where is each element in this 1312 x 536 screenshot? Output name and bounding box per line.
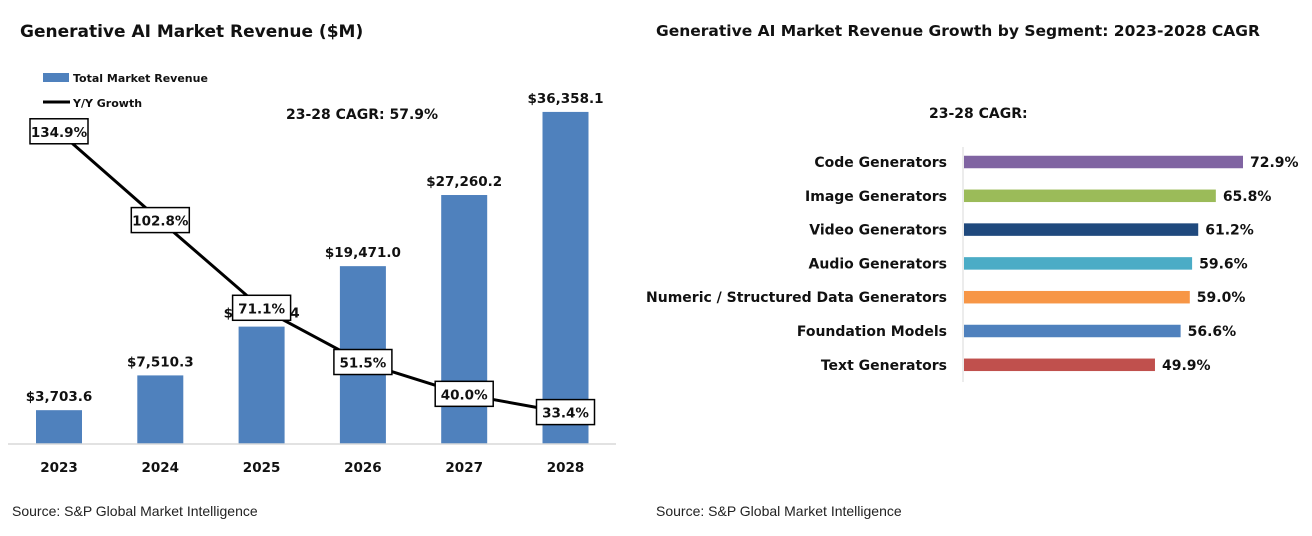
segment-category-label: Code Generators	[814, 155, 947, 171]
bars-layer: $3,703.62023$7,510.32024$12,852.42025$19…	[26, 91, 604, 476]
growth-value-label: 40.0%	[441, 387, 488, 403]
segment-category-label: Foundation Models	[797, 324, 947, 340]
growth-point: 33.4%	[535, 398, 596, 426]
growth-value-label: 33.4%	[542, 406, 589, 422]
growth-value-label: 51.5%	[339, 356, 386, 372]
year-tick-label: 2023	[40, 460, 78, 476]
revenue-bar	[238, 326, 285, 444]
revenue-chart-source: Source: S&P Global Market Intelligence	[12, 503, 258, 519]
growth-point: 51.5%	[333, 348, 393, 376]
segment-bars-layer: Code Generators 72.9% Image Generators 65.8…	[646, 155, 1299, 374]
segment-value-label: 49.9%	[1162, 358, 1211, 374]
segment-value-label: 61.2%	[1205, 223, 1254, 239]
growth-point: 102.8%	[130, 206, 191, 234]
segment-bar	[964, 358, 1155, 372]
growth-point: 40.0%	[434, 380, 494, 408]
year-tick-label: 2025	[243, 460, 281, 476]
year-tick-label: 2027	[445, 460, 483, 476]
year-tick-label: 2028	[547, 460, 585, 476]
legend-bar-swatch	[43, 73, 69, 82]
segment-category-label: Image Generators	[805, 189, 947, 205]
segment-chart-source: Source: S&P Global Market Intelligence	[656, 503, 902, 519]
growth-label-box	[535, 398, 596, 426]
growth-label-box	[29, 118, 89, 145]
segment-value-label: 56.6%	[1188, 324, 1237, 340]
growth-label-box	[231, 294, 292, 322]
revenue-value-label: $7,510.3	[127, 354, 194, 370]
segment-value-label: 59.0%	[1197, 290, 1246, 306]
revenue-chart: Total Market Revenue Y/Y Growth 23-28 CA…	[8, 72, 616, 476]
revenue-value-label: $19,471.0	[325, 245, 401, 261]
legend-bar-label: Total Market Revenue	[73, 72, 208, 85]
growth-label-box	[434, 380, 494, 408]
segment-chart-title: Generative AI Market Revenue Growth by S…	[656, 22, 1260, 40]
year-tick-label: 2024	[142, 460, 180, 476]
segment-bar	[964, 257, 1193, 270]
revenue-value-label: $27,260.2	[426, 174, 502, 190]
growth-point: 134.9%	[29, 118, 89, 145]
revenue-chart-title: Generative AI Market Revenue ($M)	[20, 22, 364, 42]
growth-label-box	[333, 348, 393, 376]
segment-category-label: Video Generators	[809, 223, 947, 239]
growth-point: 71.1%	[231, 294, 292, 322]
segment-bar	[964, 189, 1216, 203]
cagr-annotation: 23-28 CAGR: 57.9%	[286, 107, 438, 123]
year-tick-label: 2026	[344, 460, 382, 476]
segment-value-label: 65.8%	[1223, 189, 1272, 205]
revenue-chart-panel: Generative AI Market Revenue ($M) Total …	[0, 0, 640, 536]
segment-bar	[964, 324, 1181, 338]
segment-value-label: 59.6%	[1199, 256, 1248, 272]
legend-line-label: Y/Y Growth	[72, 97, 142, 110]
segment-bar	[964, 290, 1190, 304]
growth-value-label: 134.9%	[31, 125, 88, 141]
segment-value-label: 72.9%	[1250, 155, 1299, 171]
revenue-bar	[542, 111, 589, 445]
segment-bar	[964, 223, 1199, 236]
segment-category-label: Audio Generators	[809, 256, 947, 272]
revenue-bar	[36, 410, 82, 444]
segment-category-label: Numeric / Structured Data Generators	[646, 290, 947, 306]
revenue-value-label: $36,358.1	[527, 91, 603, 107]
segment-category-label: Text Generators	[821, 358, 947, 374]
cagr-header: 23-28 CAGR:	[929, 106, 1028, 122]
segment-cagr-chart: 23-28 CAGR: Code Generators 72.9% Image Ge…	[646, 106, 1299, 382]
segment-bar	[964, 155, 1243, 169]
growth-value-label: 71.1%	[238, 301, 285, 317]
growth-line-layer: 134.9% 102.8% 71.1% 51.5% 40.0% 33.4%	[29, 118, 596, 426]
growth-label-box	[130, 206, 191, 234]
revenue-value-label: $3,703.6	[26, 389, 93, 405]
segment-cagr-panel: Generative AI Market Revenue Growth by S…	[640, 0, 1312, 536]
growth-value-label: 102.8%	[132, 214, 189, 230]
revenue-bar	[137, 375, 184, 444]
revenue-legend: Total Market Revenue Y/Y Growth	[43, 72, 208, 110]
